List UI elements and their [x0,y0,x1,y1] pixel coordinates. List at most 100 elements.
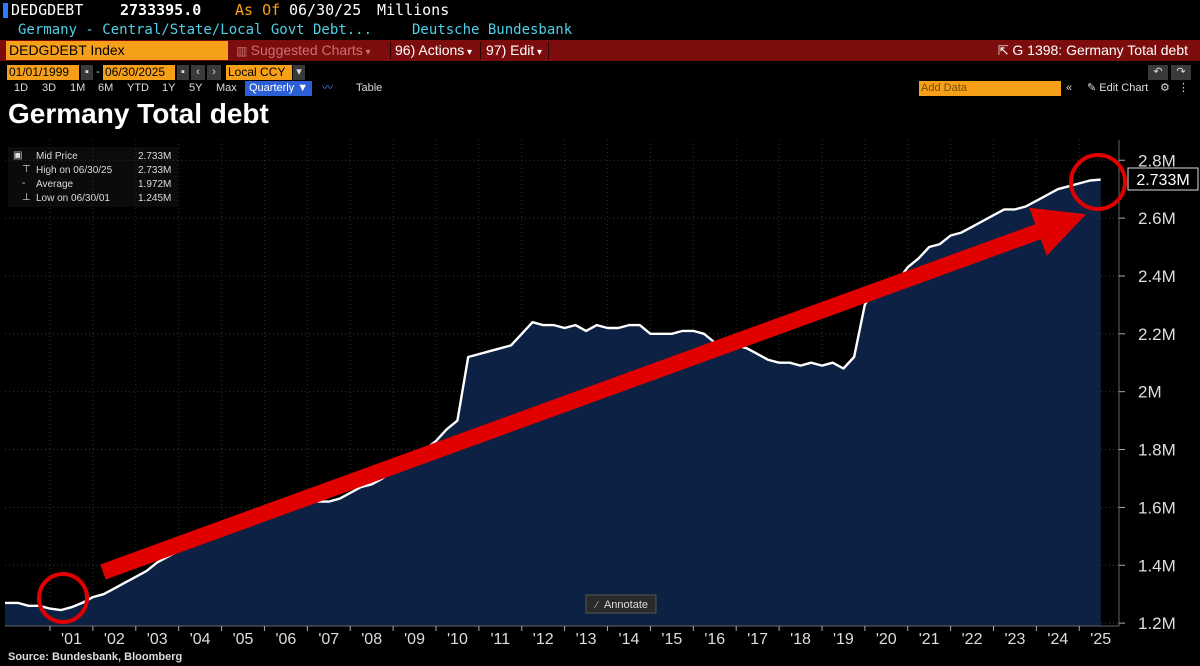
collapse-icon[interactable]: « [1066,82,1073,94]
gear-icon[interactable]: ⚙ [1160,82,1170,94]
suggested-charts-label: Suggested Charts [250,42,363,58]
security-header: DEDGDEBT 2733395.0 As Of 06/30/25 Millio… [0,0,1200,21]
line-chart-icon[interactable]: 〰 [322,82,333,94]
divider [480,42,481,59]
high-highlight-circle [1069,153,1127,211]
chevron-down-icon: ▼ [294,82,309,94]
chart-title: Germany Total debt [8,98,269,129]
legend-swatch-icon: ▣ [13,150,23,161]
x-tick-label: '07 [318,631,339,648]
x-tick-label: '25 [1090,631,1111,648]
x-tick-label: '13 [576,631,597,648]
y-tick-label: 1.6M [1138,498,1176,517]
table-button[interactable]: Table [356,82,383,94]
x-tick-label: '04 [190,631,211,648]
divider [548,42,549,59]
actions-button[interactable]: 96) Actions ▾ [395,41,472,60]
end-date-field[interactable]: 06/30/2025 [103,65,175,80]
legend-mid-label: Mid Price [36,151,78,162]
x-tick-label: '15 [661,631,682,648]
range-1m[interactable]: 1M [70,82,86,94]
x-tick-label: '10 [447,631,468,648]
security-marker [3,3,8,18]
data-source: Deutsche Bundesbank [412,22,573,38]
edit-chart-label: Edit Chart [1099,82,1149,94]
y-tick-label: 2.4M [1138,267,1176,286]
x-tick-label: '12 [533,631,554,648]
low-icon: ⊥ [22,192,31,203]
chart-icon: ▥ [236,44,251,58]
range-1d[interactable]: 1D [14,82,29,94]
next-period-icon[interactable]: › [207,65,221,80]
calendar-icon[interactable]: ▪ [81,65,93,80]
annotate-button-bg [585,594,657,614]
chevron-down-icon[interactable]: ▾ [293,65,305,80]
x-tick-label: '21 [919,631,940,648]
security-field[interactable]: DEDGDEBT Index [6,41,228,60]
last-value: 2733395.0 [120,1,202,19]
range-ytd[interactable]: YTD [127,82,149,94]
redo-icon[interactable]: ↷ [1171,65,1191,80]
start-date-field[interactable]: 01/01/1999 [7,65,79,80]
x-tick-label: '20 [876,631,897,648]
popout-icon: ⇱ [997,43,1013,58]
chart-title-tab[interactable]: ⇱ G 1398: Germany Total debt [998,41,1188,60]
currency-select[interactable]: Local CCY [226,65,292,80]
legend-avg-label: Average [36,179,74,190]
chart-source: Source: Bundesbank, Bloomberg [8,651,183,663]
actions-label: 96) Actions [395,42,465,58]
x-axis: '01 '02 '03 '04 '05 '06 '07 '08 '09 '10 '11 '12 '13 '… [49,626,1111,648]
last-value-flag: 2.733M [1127,167,1199,191]
range-5y[interactable]: 5Y [189,82,203,94]
high-icon: ⊤ [22,164,31,175]
legend-low-value: 1.245M [138,193,172,204]
y-tick-label: 1.4M [1138,556,1176,575]
y-tick-label: 1.8M [1138,441,1176,460]
low-highlight-circle [37,572,89,624]
undo-icon[interactable]: ↶ [1148,65,1168,80]
security-description-row: Germany - Central/State/Local Govt Debt.… [0,21,1200,40]
y-axis: 1.2M 1.4M 1.6M 1.8M 2M 2.2M 2.4M 2.6M 2.8M [1119,151,1176,633]
more-icon[interactable]: ⋮ [1178,82,1189,94]
dropdown-icon: ▾ [464,47,473,58]
range-1y[interactable]: 1Y [162,82,176,94]
x-tick-label: '09 [404,631,425,648]
x-tick-label: '18 [790,631,811,648]
y-tick-label: 2.8M [1138,151,1176,170]
period-select[interactable]: Quarterly ▼ [245,81,313,96]
x-tick-label: '05 [233,631,254,648]
edit-button[interactable]: 97) Edit ▾ [486,41,542,60]
calendar-icon[interactable]: ▪ [177,65,189,80]
dropdown-icon: ▾ [362,47,371,58]
range-dash: - [96,66,100,78]
y-tick-label: 2.2M [1138,325,1176,344]
suggested-charts-button[interactable]: ▥ Suggested Charts ▾ [236,41,371,60]
legend-high-label: High on 06/30/25 [36,165,113,176]
period-selector-row: 1D 3D 1M 6M YTD 1Y 5Y Max Quarterly ▼ 〰 … [0,81,1200,96]
divider [390,42,391,59]
annotate-button[interactable]: Annotate ⁄ [585,594,657,614]
pencil-icon: ✎ [1087,82,1100,94]
legend-avg-value: 1.972M [138,179,172,190]
date-range-row: 01/01/1999 ▪ - 06/30/2025 ▪ ‹ › Local CC… [0,65,1200,81]
last-value-label: 2.733M [1136,172,1189,189]
x-tick-label: '06 [275,631,296,648]
y-tick-label: 1.2M [1138,614,1176,633]
x-tick-label: '08 [361,631,382,648]
period-select-label: Quarterly [249,82,295,94]
prev-period-icon[interactable]: ‹ [191,65,205,80]
legend-low-label: Low on 06/30/01 [36,193,110,204]
x-tick-label: '16 [704,631,725,648]
last-value-box [1127,167,1199,191]
edit-chart-button[interactable]: ✎ Edit Chart [1087,81,1148,96]
dropdown-icon: ▾ [534,47,543,58]
x-tick-label: '19 [833,631,854,648]
trend-arrow [100,207,1087,580]
range-6m[interactable]: 6M [98,82,114,94]
x-tick-label: '23 [1005,631,1026,648]
add-data-input[interactable]: Add Data [919,81,1061,96]
range-max[interactable]: Max [216,82,237,94]
chart-title-tab-label: G 1398: Germany Total debt [1012,42,1188,58]
range-3d[interactable]: 3D [42,82,57,94]
